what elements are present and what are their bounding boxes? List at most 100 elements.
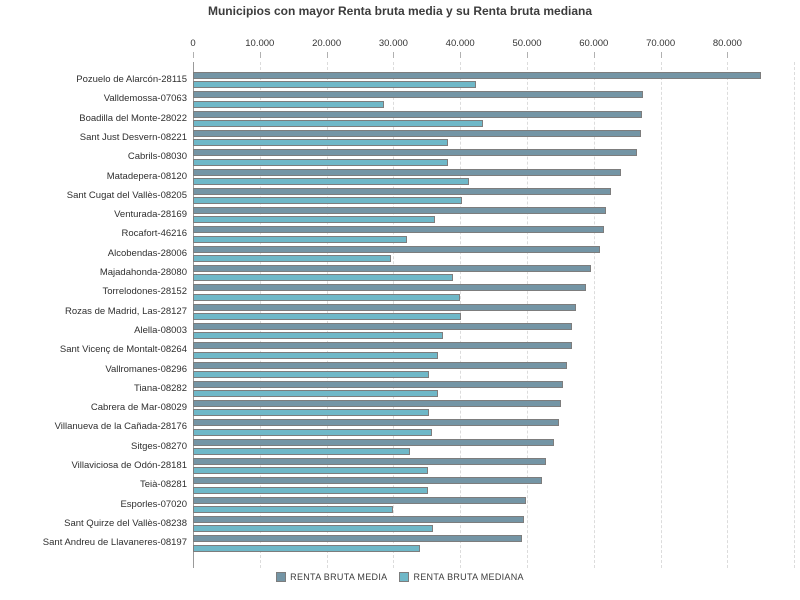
- bar-renta-bruta-media[interactable]: [193, 187, 612, 195]
- bar-renta-bruta-mediana[interactable]: [193, 544, 421, 552]
- x-axis-tick-mark: [326, 52, 328, 58]
- gridline: [794, 62, 796, 568]
- bar-renta-bruta-mediana[interactable]: [193, 81, 476, 89]
- x-axis-tick-label: 60.000: [579, 38, 609, 49]
- legend-item[interactable]: RENTA BRUTA MEDIA: [276, 572, 387, 582]
- bar-renta-bruta-media[interactable]: [193, 91, 643, 99]
- legend-label: RENTA BRUTA MEDIA: [290, 572, 388, 582]
- bar-renta-bruta-mediana[interactable]: [193, 390, 439, 398]
- x-axis-tick-mark: [593, 52, 595, 58]
- chart-title: Municipios con mayor Renta bruta media y…: [207, 4, 593, 18]
- legend: RENTA BRUTA MEDIA RENTA BRUTA MEDIANA: [0, 572, 800, 582]
- x-axis-tick-mark: [727, 52, 729, 58]
- bar-renta-bruta-media[interactable]: [193, 72, 762, 79]
- bar-renta-bruta-media[interactable]: [193, 322, 573, 330]
- category-label: Cabrils-08030: [127, 151, 187, 163]
- bar-renta-bruta-mediana[interactable]: [193, 119, 483, 127]
- bar-renta-bruta-media[interactable]: [193, 149, 637, 157]
- bar-renta-bruta-mediana[interactable]: [193, 197, 462, 205]
- bar-renta-bruta-media[interactable]: [193, 515, 525, 523]
- category-label: Sant Quirze del Vallès-08238: [64, 517, 187, 529]
- bar-renta-bruta-mediana[interactable]: [193, 505, 393, 513]
- bar-renta-bruta-mediana[interactable]: [193, 486, 429, 494]
- bar-renta-bruta-mediana[interactable]: [193, 177, 469, 185]
- bar-renta-bruta-media[interactable]: [193, 303, 576, 311]
- bar-renta-bruta-media[interactable]: [193, 458, 546, 465]
- legend-swatch: [399, 572, 410, 582]
- category-label: Sant Cugat del Vallès-08205: [66, 189, 187, 201]
- category-label: Rocafort-46216: [121, 228, 187, 240]
- category-label: Sant Just Desvern-08221: [79, 131, 187, 143]
- bar-renta-bruta-mediana[interactable]: [193, 158, 448, 166]
- category-label: Teià-08281: [139, 479, 187, 491]
- legend-label: RENTA BRUTA MEDIANA: [413, 572, 524, 582]
- category-label: Rozas de Madrid, Las-28127: [65, 305, 187, 317]
- x-axis-tick-label: 20.000: [312, 38, 342, 49]
- bar-renta-bruta-media[interactable]: [193, 110, 642, 118]
- x-axis-tick-mark: [259, 52, 261, 58]
- bar-renta-bruta-mediana[interactable]: [193, 274, 453, 282]
- bar-renta-bruta-media[interactable]: [193, 342, 572, 350]
- bar-renta-bruta-media[interactable]: [193, 477, 542, 485]
- category-label: Alcobendas-28006: [107, 247, 187, 259]
- bar-renta-bruta-media[interactable]: [193, 361, 568, 369]
- category-label: Villaviciosa de Odón-28181: [71, 460, 187, 471]
- bar-renta-bruta-mediana[interactable]: [193, 409, 429, 417]
- category-label: Vallromanes-08296: [105, 363, 187, 375]
- x-axis-tick-mark: [193, 52, 194, 58]
- bar-renta-bruta-mediana[interactable]: [193, 139, 448, 147]
- x-axis-tick-mark: [527, 52, 528, 58]
- bar-renta-bruta-mediana[interactable]: [193, 255, 392, 262]
- bar-renta-bruta-mediana[interactable]: [193, 370, 430, 378]
- category-label: Matadepera-08120: [106, 170, 187, 182]
- bar-renta-bruta-mediana[interactable]: [193, 332, 443, 340]
- x-axis-tick-mark: [460, 52, 462, 58]
- legend-swatch: [276, 572, 287, 582]
- bar-renta-bruta-mediana[interactable]: [193, 448, 411, 455]
- x-axis-tick-label: 80.000: [712, 38, 742, 49]
- bar-renta-bruta-media[interactable]: [193, 419, 560, 427]
- bar-renta-bruta-mediana[interactable]: [193, 235, 408, 243]
- x-axis-tick-label: 30.000: [378, 38, 408, 49]
- gridline: [660, 62, 662, 568]
- category-label: Tiana-08282: [134, 382, 187, 394]
- bar-renta-bruta-media[interactable]: [193, 207, 607, 215]
- category-label: Villanueva de la Cañada-28176: [54, 421, 187, 433]
- x-axis-tick-label: 0: [190, 38, 196, 49]
- bar-renta-bruta-mediana[interactable]: [193, 467, 429, 475]
- bar-renta-bruta-mediana[interactable]: [193, 312, 461, 320]
- bar-renta-bruta-media[interactable]: [193, 168, 622, 176]
- bar-renta-bruta-mediana[interactable]: [193, 100, 385, 108]
- category-label: Sant Andreu de Llavaneres-08197: [42, 537, 187, 549]
- bar-renta-bruta-mediana[interactable]: [193, 525, 433, 533]
- bar-renta-bruta-media[interactable]: [193, 400, 562, 408]
- bar-renta-bruta-media[interactable]: [193, 535, 522, 543]
- bar-renta-bruta-media[interactable]: [193, 284, 586, 292]
- bar-renta-bruta-media[interactable]: [193, 226, 605, 234]
- bar-renta-bruta-media[interactable]: [193, 129, 641, 137]
- gridline: [527, 62, 528, 568]
- gridline: [593, 62, 595, 568]
- bar-renta-bruta-mediana[interactable]: [193, 216, 436, 224]
- category-label: Sitges-08270: [131, 440, 187, 452]
- bar-renta-bruta-media[interactable]: [193, 380, 564, 388]
- bar-renta-bruta-mediana[interactable]: [193, 293, 460, 301]
- category-label: Pozuelo de Alarcón-28115: [76, 74, 187, 85]
- bar-renta-bruta-media[interactable]: [193, 438, 554, 446]
- bar-renta-bruta-media[interactable]: [193, 245, 601, 253]
- category-label: Boadilla del Monte-28022: [79, 112, 187, 124]
- category-label: Venturada-28169: [114, 209, 187, 221]
- x-axis-tick-label: 10.000: [245, 38, 275, 49]
- bar-renta-bruta-mediana[interactable]: [193, 351, 439, 359]
- bar-renta-bruta-media[interactable]: [193, 496, 527, 504]
- bar-renta-bruta-media[interactable]: [193, 265, 592, 272]
- category-label: Valldemossa-07063: [103, 93, 187, 105]
- category-label: Cabrera de Mar-08029: [90, 402, 187, 414]
- category-label: Esporles-07020: [120, 498, 187, 510]
- legend-item[interactable]: RENTA BRUTA MEDIANA: [399, 572, 524, 582]
- bar-renta-bruta-mediana[interactable]: [193, 428, 433, 436]
- x-axis-tick-mark: [660, 52, 662, 58]
- x-axis-tick-label: 70.000: [646, 38, 676, 49]
- x-axis-tick-label: 50.000: [512, 38, 542, 49]
